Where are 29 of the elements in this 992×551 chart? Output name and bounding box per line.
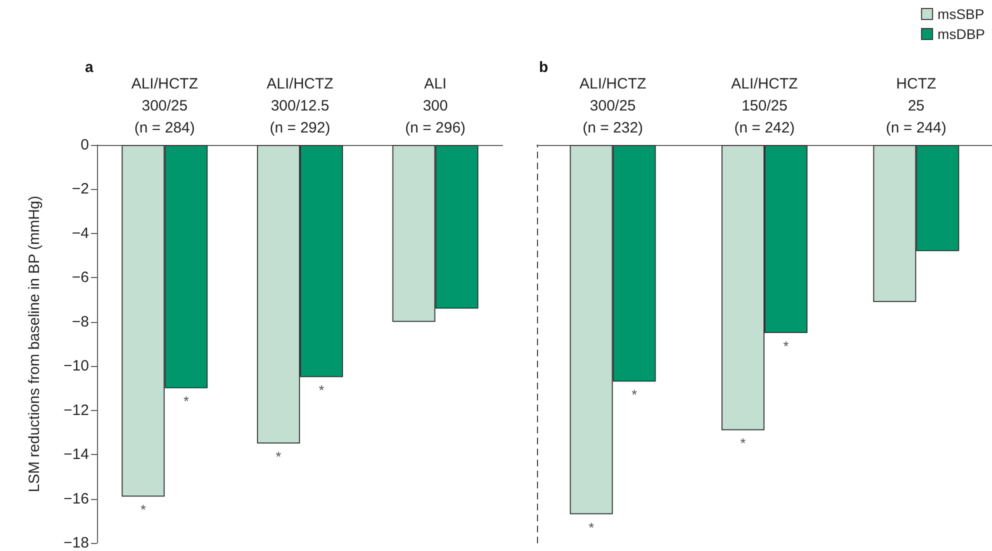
y-tick-label: −16 xyxy=(64,490,89,508)
x-tick-label: ALI/HCTZ 300/25 (n = 284) xyxy=(131,76,198,136)
x-tick-label: ALI/HCTZ 300/25 (n = 232) xyxy=(579,76,646,136)
legend-label: msDBP xyxy=(938,26,986,42)
y-tick-label: −10 xyxy=(64,358,89,375)
y-tick-label: −2 xyxy=(72,180,89,198)
y-tick-label: −4 xyxy=(72,224,89,242)
legend-label: msSBP xyxy=(938,6,984,22)
y-tick-label: −12 xyxy=(64,402,89,419)
y-tick-label: −14 xyxy=(64,446,89,464)
x-tick-label: HCTZ 25 (n = 244) xyxy=(886,76,946,136)
data-label: * xyxy=(588,519,595,536)
chart-title: b xyxy=(539,59,548,76)
x-tick-label: ALI/HCTZ 300/12.5 (n = 292) xyxy=(266,76,334,136)
y-tick-label: 0 xyxy=(80,136,89,154)
x-tick-label: ALI 300 (n = 296) xyxy=(405,76,466,136)
chart-title: a xyxy=(85,59,94,76)
data-label: * xyxy=(183,393,190,410)
y-axis-title: LSM reductions from baseline in BP (mmHg) xyxy=(26,196,43,492)
y-tick-label: −18 xyxy=(64,534,89,551)
data-label: * xyxy=(632,386,638,403)
y-tick-label: −8 xyxy=(72,313,89,330)
data-label: * xyxy=(276,448,282,464)
data-label: * xyxy=(783,338,790,354)
x-tick-label: ALI/HCTZ 150/25 (n = 242) xyxy=(731,76,798,136)
data-label: * xyxy=(740,435,746,452)
data-label: * xyxy=(140,502,146,518)
y-tick-label: −6 xyxy=(72,269,89,286)
data-label: * xyxy=(318,382,325,398)
